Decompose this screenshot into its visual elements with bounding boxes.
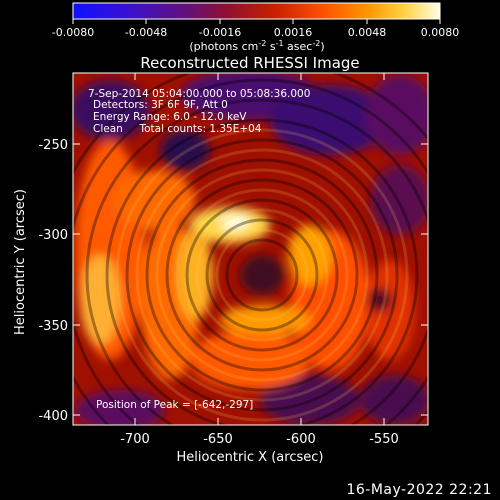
- colorbar-tick-label: -0.0080: [52, 26, 94, 39]
- peak-position-label: Position of Peak = [-642,-297]: [96, 399, 253, 411]
- colorbar-tick-label: 0.0080: [421, 26, 460, 39]
- y-axis-label: Heliocentric Y (arcsec): [13, 189, 28, 335]
- y-tick-label: -350: [38, 319, 68, 334]
- x-axis-label: Heliocentric X (arcsec): [177, 450, 324, 465]
- x-tick-label: -550: [369, 432, 399, 447]
- y-tick-label: -400: [38, 409, 68, 424]
- plot-title: Reconstructed RHESSI Image: [140, 54, 359, 72]
- colorbar-tick-label: 0.0048: [348, 26, 387, 39]
- x-tick-label: -600: [286, 432, 316, 447]
- x-tick-label: -650: [203, 432, 233, 447]
- y-tick-label: -250: [38, 138, 68, 153]
- detectors-label: Detectors: 3F 6F 9F, Att 0: [93, 99, 228, 111]
- y-tick-label: -300: [38, 228, 68, 243]
- energy-range-label: Energy Range: 6.0 - 12.0 keV: [93, 111, 247, 123]
- colorbar-tick-label: 0.0016: [274, 26, 313, 39]
- colorbar-ticks: [73, 19, 440, 24]
- x-tick-label: -700: [120, 432, 150, 447]
- timestamp: 16-May-2022 22:21: [346, 482, 492, 498]
- colorbar: [73, 3, 440, 19]
- colorbar-tick-label: -0.0016: [199, 26, 241, 39]
- clean-counts-label: Clean Total counts: 1.35E+04: [93, 123, 262, 135]
- colorbar-tick-label: -0.0048: [125, 26, 167, 39]
- colorbar-units: (photons cm-2 s-1 asec-2): [189, 39, 324, 53]
